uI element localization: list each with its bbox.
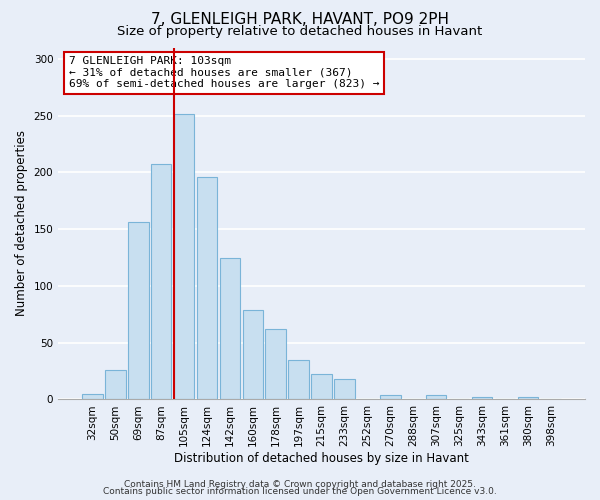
Bar — [242, 310, 263, 400]
Bar — [265, 329, 286, 400]
Bar — [220, 258, 240, 400]
Bar — [105, 370, 125, 400]
Bar — [426, 395, 446, 400]
Bar — [518, 397, 538, 400]
Bar — [334, 379, 355, 400]
Text: 7, GLENLEIGH PARK, HAVANT, PO9 2PH: 7, GLENLEIGH PARK, HAVANT, PO9 2PH — [151, 12, 449, 28]
Bar — [472, 397, 493, 400]
Bar — [197, 177, 217, 400]
Text: Contains HM Land Registry data © Crown copyright and database right 2025.: Contains HM Land Registry data © Crown c… — [124, 480, 476, 489]
Bar — [311, 374, 332, 400]
Bar — [128, 222, 149, 400]
Text: Size of property relative to detached houses in Havant: Size of property relative to detached ho… — [118, 25, 482, 38]
X-axis label: Distribution of detached houses by size in Havant: Distribution of detached houses by size … — [174, 452, 469, 465]
Bar — [380, 395, 401, 400]
Bar — [174, 114, 194, 400]
Text: 7 GLENLEIGH PARK: 103sqm
← 31% of detached houses are smaller (367)
69% of semi-: 7 GLENLEIGH PARK: 103sqm ← 31% of detach… — [69, 56, 379, 90]
Bar — [82, 394, 103, 400]
Y-axis label: Number of detached properties: Number of detached properties — [15, 130, 28, 316]
Bar — [151, 164, 172, 400]
Bar — [289, 360, 309, 400]
Text: Contains public sector information licensed under the Open Government Licence v3: Contains public sector information licen… — [103, 487, 497, 496]
